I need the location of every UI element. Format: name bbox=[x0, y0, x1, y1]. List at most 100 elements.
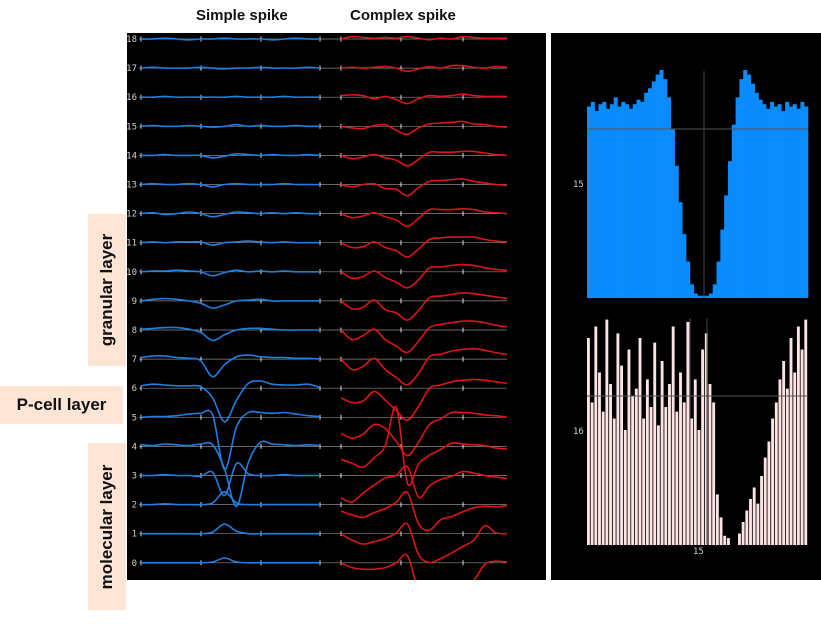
upper-bar bbox=[640, 101, 645, 298]
channel-label-5: 5 bbox=[132, 413, 137, 423]
simple-spike-trace-11 bbox=[140, 240, 320, 246]
upper-bar bbox=[651, 81, 656, 299]
upper-bar bbox=[686, 261, 691, 298]
lower-bar bbox=[620, 365, 624, 545]
upper-bar bbox=[598, 104, 603, 298]
complex-spike-trace-1 bbox=[340, 522, 508, 564]
upper-bar bbox=[777, 104, 782, 298]
complex-spike-trace-12 bbox=[340, 208, 508, 228]
complex-spike-trace-0 bbox=[340, 553, 508, 599]
simple-spike-trace-9 bbox=[140, 297, 320, 309]
lower-bar bbox=[686, 321, 690, 545]
upper-bar bbox=[682, 234, 687, 298]
lower-bar bbox=[704, 333, 708, 545]
upper-bar bbox=[747, 74, 752, 298]
complex-spike-trace-11 bbox=[340, 236, 508, 258]
upper-bar bbox=[678, 202, 683, 298]
lower-bar bbox=[634, 388, 638, 545]
lower-bar bbox=[631, 395, 635, 545]
upper-bar bbox=[693, 293, 698, 298]
complex-spike-trace-14 bbox=[340, 150, 508, 167]
lower-bar bbox=[649, 407, 653, 545]
lower-bar bbox=[609, 384, 612, 545]
lower-bar bbox=[804, 319, 808, 545]
upper-bar bbox=[644, 92, 649, 298]
upper-bar bbox=[636, 99, 641, 298]
upper-bar bbox=[735, 97, 740, 298]
upper-bar bbox=[720, 229, 725, 298]
lower-bar bbox=[745, 510, 749, 545]
upper-bar bbox=[625, 104, 630, 298]
upper-bar bbox=[663, 79, 668, 298]
lower-bar bbox=[785, 388, 789, 545]
lower-bar bbox=[679, 372, 682, 545]
upper-bar bbox=[602, 101, 607, 298]
simple-spike-trace-5 bbox=[140, 409, 321, 471]
channel-label-9: 9 bbox=[132, 297, 137, 307]
lower-bar bbox=[594, 326, 598, 545]
upper-bar bbox=[758, 99, 763, 298]
lower-bar bbox=[738, 533, 741, 545]
upper-bar bbox=[647, 88, 653, 298]
lower-bar bbox=[682, 402, 686, 545]
channel-label-1: 1 bbox=[132, 530, 137, 540]
simple-spike-trace-7 bbox=[140, 354, 321, 378]
complex-spike-trace-8 bbox=[340, 320, 508, 354]
upper-bar bbox=[587, 106, 592, 298]
lower-bar bbox=[763, 457, 767, 545]
lower-bar bbox=[793, 372, 797, 545]
simple-spike-trace-13 bbox=[140, 182, 320, 188]
simple-spike-trace-2 bbox=[140, 491, 320, 506]
channel-label-2: 2 bbox=[132, 501, 137, 511]
molecular-layer-tag: molecular layer bbox=[88, 443, 126, 610]
lower-bar bbox=[800, 349, 804, 545]
upper-bar bbox=[743, 70, 748, 298]
upper-bar bbox=[621, 101, 626, 298]
upper-bar bbox=[773, 106, 778, 298]
granular-layer-label: granular layer bbox=[97, 233, 116, 347]
upper-bar bbox=[724, 195, 729, 298]
simple-spike-trace-14 bbox=[140, 152, 321, 159]
lower-bar bbox=[749, 499, 752, 545]
complex-spike-trace-5 bbox=[340, 411, 508, 457]
complex-spike-trace-7 bbox=[340, 347, 508, 386]
complex-spike-trace-9 bbox=[340, 292, 508, 321]
upper-bar bbox=[705, 295, 710, 298]
upper-bar bbox=[701, 295, 706, 298]
lower-bar bbox=[752, 487, 756, 545]
channel-label-16: 16 bbox=[127, 93, 137, 103]
simple-spike-trace-15 bbox=[140, 123, 321, 128]
upper-bar bbox=[628, 108, 634, 298]
upper-bar bbox=[708, 293, 714, 298]
lower-bar bbox=[642, 418, 646, 545]
simple-spike-trace-1 bbox=[141, 523, 320, 535]
molecular-layer-label: molecular layer bbox=[97, 464, 116, 589]
lower-bar bbox=[796, 326, 800, 545]
upper-bar bbox=[739, 79, 744, 298]
upper-bar bbox=[689, 284, 694, 298]
pcell-layer-label: P-cell layer bbox=[16, 395, 107, 414]
lower-bar bbox=[668, 384, 671, 545]
channel-label-7: 7 bbox=[132, 355, 137, 365]
upper-bar bbox=[762, 104, 767, 298]
lower-bar bbox=[645, 379, 649, 545]
waveform-panel: 18 17 16 15 14 13 12 11 10 9 8 7 6 5 4 3 2 1 0 bbox=[126, 33, 546, 599]
lower-bar bbox=[782, 361, 786, 545]
upper-bar bbox=[712, 284, 717, 298]
upper-bar bbox=[781, 111, 786, 298]
upper-ytick-label: 15 bbox=[573, 180, 584, 190]
complex-spike-trace-18 bbox=[340, 35, 507, 41]
upper-bar bbox=[670, 129, 675, 298]
upper-bar bbox=[659, 70, 664, 298]
simple-spike-trace-17 bbox=[140, 66, 321, 70]
pcell-layer-tag: P-cell layer bbox=[0, 386, 123, 424]
lower-bar bbox=[638, 338, 642, 545]
lower-bar bbox=[756, 503, 760, 545]
simple-spike-trace-10 bbox=[140, 269, 320, 277]
upper-bar bbox=[674, 165, 679, 298]
upper-bar bbox=[667, 97, 672, 298]
channel-label-8: 8 bbox=[132, 326, 137, 336]
simple-spike-trace-4 bbox=[140, 440, 321, 508]
upper-bar bbox=[590, 101, 595, 298]
